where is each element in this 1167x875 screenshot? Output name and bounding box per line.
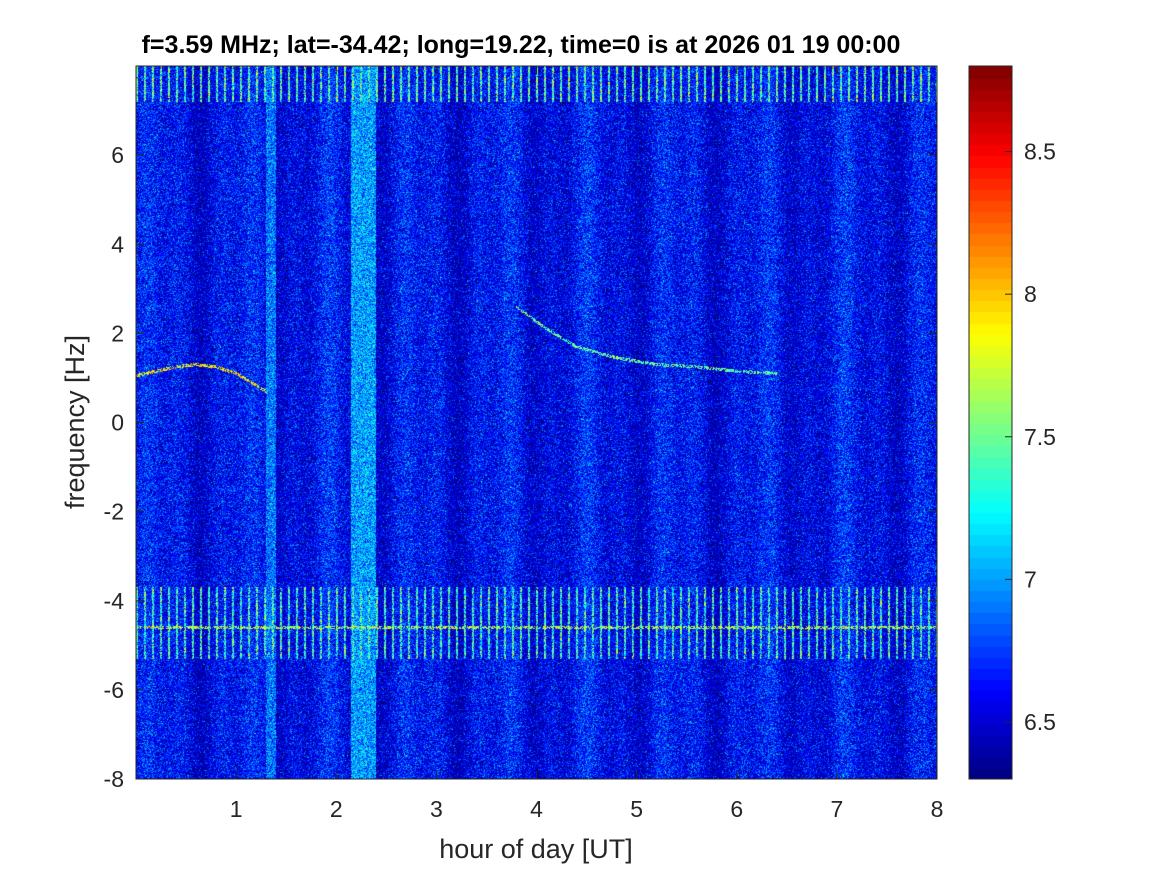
colorbar-frame	[968, 65, 1013, 780]
x-axis-label: hour of day [UT]	[439, 834, 633, 864]
y-tick-label: -4	[104, 588, 125, 614]
y-axis: -8 -6 -4 -2 0 2 4 6	[104, 142, 937, 792]
x-tick-label: 2	[330, 796, 343, 822]
colorbar: 6.5 7 7.5 8 8.5	[968, 65, 1056, 780]
y-tick-label: 6	[111, 142, 124, 168]
colorbar-ticks: 6.5 7 7.5 8 8.5	[1005, 139, 1056, 735]
x-tick-label: 1	[230, 796, 243, 822]
colorbar-gradient	[969, 66, 1012, 779]
y-tick-label: -8	[104, 766, 124, 792]
colorbar-tick-label: 7	[1024, 566, 1037, 592]
x-tick-label: 5	[630, 796, 643, 822]
y-tick-label: 4	[111, 231, 124, 257]
spectrogram-heatmap	[136, 66, 937, 779]
spectrogram-plot-area	[135, 65, 938, 780]
colorbar-tick-label: 7.5	[1024, 424, 1056, 450]
chart-title: f=3.59 MHz; lat=-34.42; long=19.22, time…	[142, 31, 901, 59]
colorbar-tick-label: 8	[1024, 281, 1037, 307]
colorbar-tick-label: 6.5	[1024, 709, 1056, 735]
colorbar-tick-label: 8.5	[1024, 139, 1056, 165]
y-tick-label: 2	[111, 320, 124, 346]
x-tick-label: 8	[931, 796, 944, 822]
x-tick-label: 3	[430, 796, 443, 822]
x-tick-label: 7	[830, 796, 843, 822]
y-axis-label: frequency [Hz]	[60, 335, 90, 509]
x-tick-label: 4	[530, 796, 543, 822]
y-tick-label: -2	[104, 499, 124, 525]
x-axis: 1 2 3 4 5 6 7 8	[230, 66, 944, 822]
y-tick-label: 0	[111, 410, 124, 436]
x-tick-label: 6	[730, 796, 743, 822]
y-tick-label: -6	[104, 677, 124, 703]
